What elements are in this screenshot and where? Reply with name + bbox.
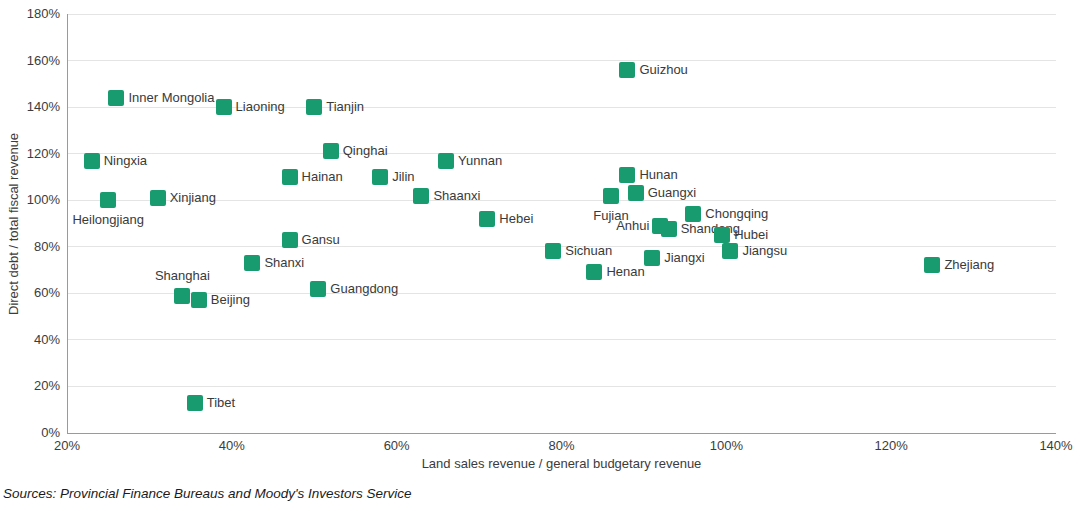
data-point-marker-shandong (661, 221, 677, 237)
data-point-marker-inner-mongolia (108, 90, 124, 106)
data-point-label-jilin: Jilin (392, 169, 414, 185)
data-point-marker-jiangsu (722, 243, 738, 259)
data-point-label-heilongjiang: Heilongjiang (72, 212, 144, 228)
x-tick-label-140: 140% (1024, 438, 1080, 454)
data-point-label-shandong: Shandong (681, 221, 740, 237)
data-point-label-henan: Henan (606, 264, 644, 280)
data-point-label-liaoning: Liaoning (236, 99, 285, 115)
data-point-label-hunan: Hunan (639, 167, 677, 183)
data-point-label-chongqing: Chongqing (705, 206, 768, 222)
data-point-marker-ningxia (84, 153, 100, 169)
gridline-20 (67, 386, 1056, 387)
x-axis-line (67, 433, 1056, 434)
data-point-label-beijing: Beijing (211, 292, 250, 308)
data-point-marker-zhejiang (924, 257, 940, 273)
x-tick-label-80: 80% (530, 438, 594, 454)
x-tick-label-20: 20% (35, 438, 99, 454)
x-tick-label-40: 40% (200, 438, 264, 454)
data-point-marker-guangdong (310, 281, 326, 297)
data-point-marker-chongqing (685, 206, 701, 222)
gridline-180 (67, 14, 1056, 15)
gridline-160 (67, 60, 1056, 61)
data-point-label-sichuan: Sichuan (565, 243, 612, 259)
data-point-marker-qinghai (323, 143, 339, 159)
gridline-40 (67, 339, 1056, 340)
data-point-label-guizhou: Guizhou (639, 62, 687, 78)
data-point-marker-hubei (714, 227, 730, 243)
data-point-label-qinghai: Qinghai (343, 143, 388, 159)
data-point-marker-liaoning (216, 99, 232, 115)
data-point-label-gansu: Gansu (302, 232, 340, 248)
data-point-marker-guizhou (619, 62, 635, 78)
data-point-label-hainan: Hainan (302, 169, 343, 185)
data-point-label-inner-mongolia: Inner Mongolia (128, 90, 214, 106)
data-point-marker-xinjiang (150, 190, 166, 206)
data-point-label-xinjiang: Xinjiang (170, 190, 216, 206)
data-point-label-shanxi: Shanxi (264, 255, 304, 271)
data-point-marker-hainan (282, 169, 298, 185)
y-axis-line (67, 14, 68, 433)
y-axis-title: Direct debt / total fiscal revenue (6, 14, 21, 433)
source-note: Sources: Provincial Finance Bureaus and … (3, 486, 412, 501)
data-point-marker-jiangxi (644, 250, 660, 266)
data-point-label-hebei: Hebei (499, 211, 533, 227)
x-tick-label-60: 60% (365, 438, 429, 454)
data-point-label-ningxia: Ningxia (104, 153, 147, 169)
data-point-marker-hebei (479, 211, 495, 227)
data-point-marker-shanxi (244, 255, 260, 271)
data-point-label-jiangxi: Jiangxi (664, 250, 704, 266)
data-point-label-zhejiang: Zhejiang (944, 257, 994, 273)
data-point-label-yunnan: Yunnan (458, 153, 502, 169)
x-tick-label-120: 120% (859, 438, 923, 454)
data-point-marker-gansu (282, 232, 298, 248)
data-point-marker-shaanxi (413, 188, 429, 204)
data-point-label-guangxi: Guangxi (648, 185, 696, 201)
data-point-marker-tibet (187, 395, 203, 411)
data-point-marker-henan (586, 264, 602, 280)
data-point-label-hubei: Hubei (734, 227, 768, 243)
gridline-80 (67, 246, 1056, 247)
data-point-marker-fujian (603, 188, 619, 204)
data-point-marker-yunnan (438, 153, 454, 169)
data-point-label-shaanxi: Shaanxi (433, 188, 480, 204)
x-tick-label-100: 100% (694, 438, 758, 454)
data-point-marker-shanghai (174, 288, 190, 304)
data-point-marker-guangxi (628, 185, 644, 201)
data-point-marker-beijing (191, 292, 207, 308)
scatter-chart: 0%20%40%60%80%100%120%140%160%180%20%40%… (0, 0, 1080, 511)
data-point-marker-hunan (619, 167, 635, 183)
data-point-label-shanghai: Shanghai (155, 268, 210, 284)
x-axis-title: Land sales revenue / general budgetary r… (67, 456, 1056, 471)
data-point-marker-heilongjiang (100, 192, 116, 208)
data-point-label-jiangsu: Jiangsu (742, 243, 787, 259)
data-point-label-anhui: Anhui (616, 218, 649, 234)
data-point-marker-tianjin (306, 99, 322, 115)
data-point-label-tibet: Tibet (207, 395, 235, 411)
data-point-label-tianjin: Tianjin (326, 99, 364, 115)
gridline-120 (67, 153, 1056, 154)
data-point-label-guangdong: Guangdong (330, 281, 398, 297)
data-point-marker-sichuan (545, 243, 561, 259)
data-point-marker-jilin (372, 169, 388, 185)
plot-area: 0%20%40%60%80%100%120%140%160%180%20%40%… (0, 0, 1080, 511)
